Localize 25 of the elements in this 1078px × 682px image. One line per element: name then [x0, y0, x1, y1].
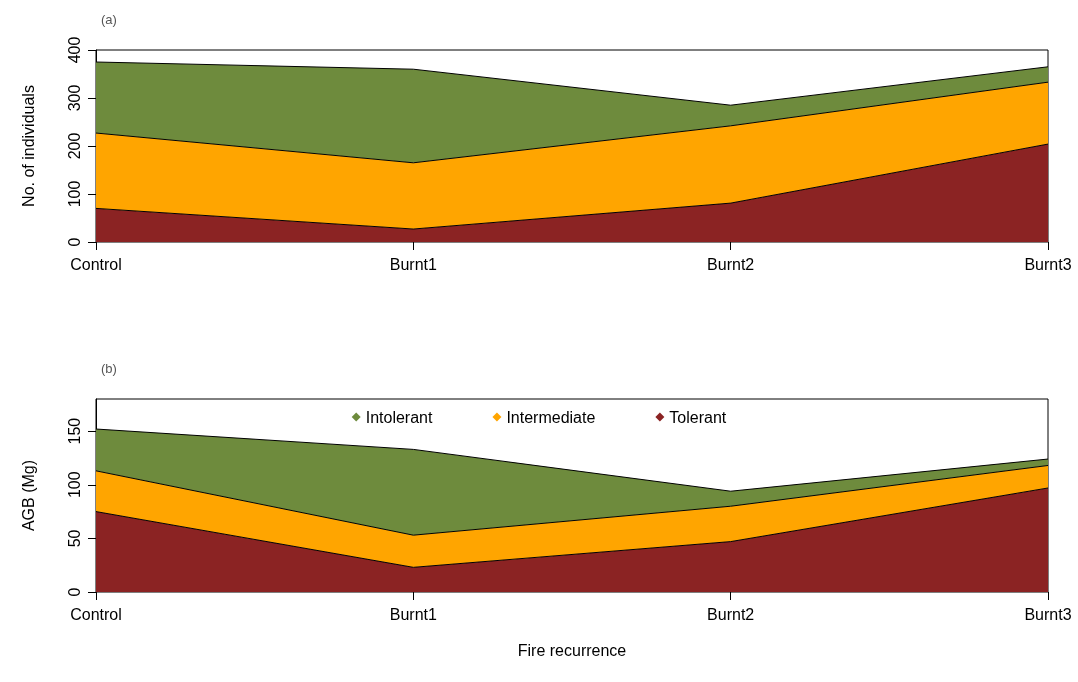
- x-tick-label: Control: [70, 255, 122, 273]
- y-tick-label: 300: [65, 84, 83, 112]
- x-tick-label: Control: [70, 605, 122, 623]
- text: (a): [101, 12, 117, 27]
- y-tick-label: 400: [65, 36, 83, 64]
- legend-label: Intolerant: [365, 408, 433, 426]
- y-tick-label: 0: [65, 587, 83, 597]
- x-tick-label: Burnt3: [1024, 605, 1072, 623]
- x-tick-label: Burnt1: [389, 605, 438, 623]
- x-tick-label: Burnt3: [1024, 255, 1072, 273]
- x-tick-label: Burnt2: [707, 255, 755, 273]
- y-tick-label: 0: [65, 237, 83, 247]
- y-tick-label: 50: [65, 529, 83, 548]
- text: (b): [101, 361, 117, 376]
- y-tick-label: 150: [65, 417, 83, 445]
- y-axis-title: No. of individuals: [19, 85, 37, 207]
- y-tick-label: 100: [65, 471, 83, 499]
- y-tick-label: 200: [65, 132, 83, 160]
- x-axis-title: Fire recurrence: [517, 641, 627, 659]
- legend-label: Tolerant: [669, 408, 727, 426]
- x-tick-label: Burnt2: [707, 605, 755, 623]
- x-tick-label: Burnt1: [389, 255, 438, 273]
- y-axis-title: AGB (Mg): [19, 459, 37, 532]
- legend-label: Intermediate: [506, 408, 596, 426]
- y-tick-label: 100: [65, 180, 83, 208]
